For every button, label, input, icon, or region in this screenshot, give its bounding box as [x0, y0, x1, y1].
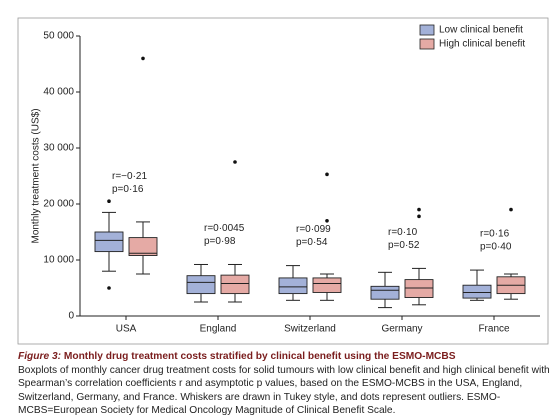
caption-title-text: Monthly drug treatment costs stratified …	[63, 351, 456, 362]
x-tick-label: USA	[116, 324, 137, 335]
outlier	[107, 286, 111, 290]
annotation-r: r=0·099	[296, 224, 331, 235]
y-tick-label: 50 000	[43, 31, 74, 42]
annotation-r: r=−0·21	[112, 171, 147, 182]
outlier	[509, 207, 513, 212]
box	[462, 284, 492, 299]
annotation-p: p=0·52	[388, 240, 420, 251]
annotation-r: r=0·0045	[204, 223, 245, 234]
box	[370, 285, 400, 300]
outlier	[417, 214, 421, 219]
outlier	[325, 219, 329, 223]
box	[404, 279, 434, 298]
caption-text: Boxplots of monthly cancer drug treatmen…	[18, 364, 550, 417]
y-axis-label: Monthly treatment costs (US$)	[31, 108, 42, 243]
outlier	[107, 199, 111, 203]
box	[186, 275, 216, 295]
outlier	[325, 172, 329, 177]
outlier	[141, 56, 145, 61]
x-tick-label: France	[478, 324, 510, 335]
annotation-p: p=0·16	[112, 184, 144, 195]
chart: Monthly treatment costs (US$) 0 10 000 20 …	[17, 17, 549, 345]
box	[312, 277, 342, 293]
outlier	[233, 160, 237, 164]
legend-swatch	[419, 38, 435, 50]
y-tick-label: 20 000	[43, 199, 74, 210]
y-tick-label: 0	[68, 311, 74, 322]
caption-label: Figure 3:	[18, 351, 62, 362]
figure-frame	[17, 17, 549, 345]
y-tick-label: 30 000	[43, 143, 74, 154]
annotation-r: r=0·10	[388, 227, 418, 238]
box	[128, 237, 158, 256]
legend-swatch	[419, 24, 435, 36]
x-tick-label: Germany	[381, 324, 422, 335]
x-tick-label: England	[200, 324, 237, 335]
annotation-p: p=0·40	[480, 242, 512, 253]
caption: Figure 3: Monthly drug treatment costs s…	[18, 350, 554, 418]
box	[278, 277, 308, 295]
box	[220, 274, 250, 295]
y-tick-label: 40 000	[43, 87, 74, 98]
annotation-r: r=0·16	[480, 229, 510, 240]
box	[94, 231, 124, 253]
x-tick-label: Switzerland	[284, 324, 336, 335]
legend-label: High clinical benefit	[439, 39, 525, 50]
annotation-p: p=0·54	[296, 237, 328, 248]
y-tick-label: 10 000	[43, 255, 74, 266]
annotation-p: p=0·98	[204, 236, 236, 247]
caption-title: Figure 3: Monthly drug treatment costs s…	[18, 350, 554, 364]
legend-label: Low clinical benefit	[439, 25, 523, 36]
outlier	[417, 207, 421, 212]
